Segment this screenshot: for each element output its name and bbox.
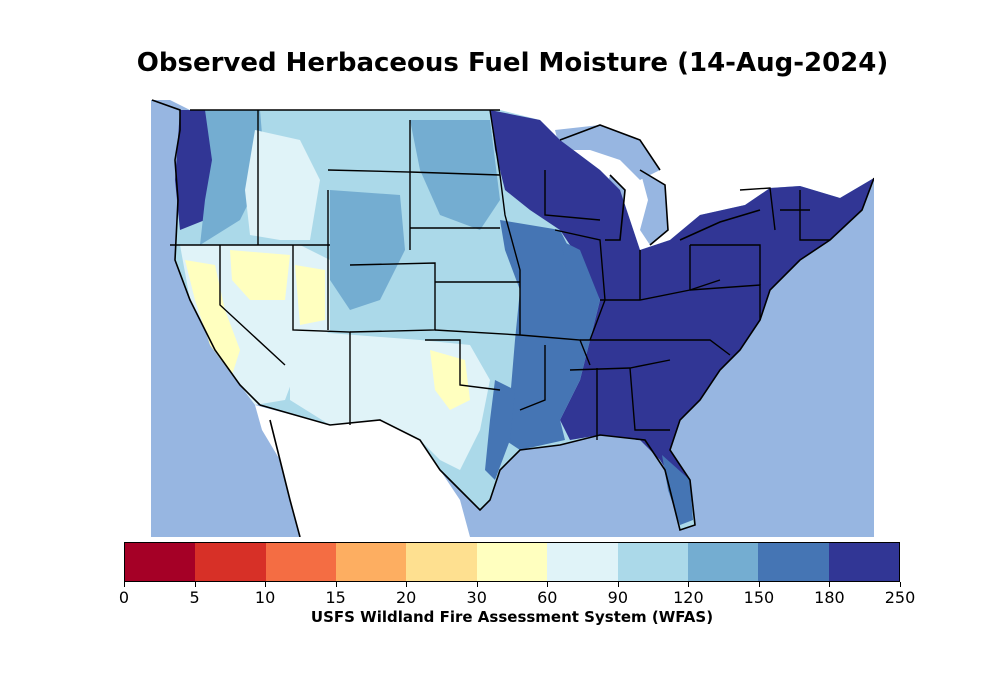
- zone-northwest-med: [200, 110, 265, 245]
- tick-mark: [335, 582, 337, 587]
- tick-mark: [688, 582, 690, 587]
- tick-label: 30: [466, 588, 487, 607]
- tick-mark: [547, 582, 549, 587]
- tick-mark: [900, 582, 901, 587]
- colorbar-segment: [476, 543, 548, 581]
- colorbar-segment: [828, 543, 899, 581]
- colorbar-label: USFS Wildland Fire Assessment System (WF…: [310, 608, 714, 626]
- tick-mark: [265, 582, 267, 587]
- tick-mark: [124, 582, 125, 587]
- mexico-land: [255, 405, 470, 537]
- colorbar-ticks: 0 5 10 15 20 30 60 90 120 150 180 250: [119, 582, 915, 608]
- tick-mark: [758, 582, 760, 587]
- colorbar-segment: [687, 543, 759, 581]
- tick-mark: [617, 582, 619, 587]
- tick-label: 0: [118, 588, 130, 607]
- tick-mark: [476, 582, 478, 587]
- zone-east-med: [560, 240, 600, 340]
- tick-label: 120: [673, 588, 704, 607]
- zone-dark-east: [490, 110, 874, 500]
- zone-tx-east-med: [485, 380, 515, 480]
- tick-label: 20: [395, 588, 417, 607]
- colorbar-segment: [758, 543, 829, 581]
- tick-mark: [829, 582, 831, 587]
- colorbar-segment: [195, 543, 266, 581]
- state-boundaries: [170, 109, 830, 440]
- tick-label: 180: [814, 588, 845, 607]
- colorbar-segment: [336, 543, 407, 581]
- fuel-moisture-map: [151, 84, 874, 537]
- zone-plains-med: [410, 120, 500, 230]
- zone-yellow-ca: [185, 260, 240, 375]
- canada-land: [151, 84, 874, 250]
- tick-label: 5: [189, 588, 200, 607]
- colorbar-segment: [547, 543, 618, 581]
- tick-label: 15: [325, 588, 346, 607]
- tick-label: 10: [254, 588, 276, 607]
- colorbar: [124, 542, 900, 582]
- tick-label: 250: [884, 588, 916, 607]
- tick-label: 90: [607, 588, 628, 607]
- colorbar-segment: [125, 543, 196, 581]
- coastlines: [151, 99, 874, 537]
- zone-florida-med: [662, 455, 693, 525]
- colorbar-segment: [406, 543, 477, 581]
- zone-rockies-med: [330, 190, 405, 310]
- zone-idaho-light: [245, 130, 320, 240]
- zone-yellow-ut: [295, 265, 325, 325]
- tick-mark: [406, 582, 408, 587]
- colorbar-segment: [617, 543, 688, 581]
- tick-label: 150: [743, 588, 775, 607]
- tick-label: 60: [537, 588, 558, 607]
- tick-mark: [194, 582, 196, 587]
- zone-yellow-nv: [230, 250, 290, 300]
- colorbar-segment: [265, 543, 337, 581]
- page-title: Observed Herbaceous Fuel Moisture (14-Au…: [136, 48, 889, 78]
